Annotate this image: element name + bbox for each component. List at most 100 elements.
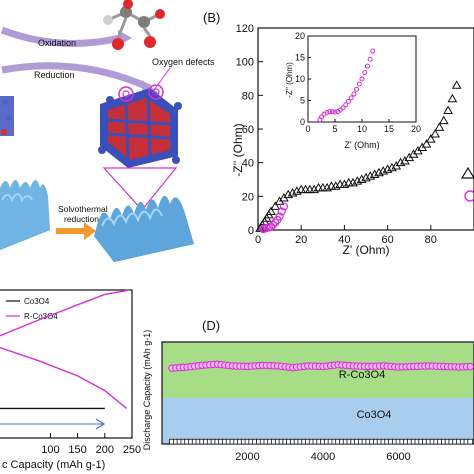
- eis-point-co3o4: [309, 184, 320, 194]
- cycle-point-r-co3o4: [466, 362, 474, 371]
- cycle-point-co3o4: [467, 438, 474, 445]
- panel-d-label: (D): [202, 318, 220, 333]
- b-xtick-label: 60: [381, 234, 393, 246]
- b-ytick-label: 80: [242, 90, 254, 102]
- legend-circle-marker: [464, 190, 474, 202]
- panel-b-ylabel: -Z'' (Ohm): [231, 123, 245, 176]
- band-label-r-co3o4: R-Co3O4: [339, 369, 385, 381]
- inset-point-r-co3o4: [324, 110, 330, 116]
- inset-ytick-label: 10: [295, 74, 305, 84]
- eis-point-co3o4: [374, 167, 384, 177]
- b-ytick-label: 40: [242, 158, 254, 170]
- d-xtick-label: 2000: [235, 451, 259, 463]
- eis-point-r-co3o4: [279, 202, 289, 211]
- eis-point-co3o4: [266, 206, 276, 215]
- panel-c-xlabel: c Capacity (mAh g-1): [2, 459, 105, 471]
- oxygen-defect-marker-2: [148, 84, 164, 100]
- inset-point-r-co3o4: [362, 70, 368, 76]
- eis-point-co3o4: [356, 174, 367, 183]
- panel-c-ticks: 100 150 200 250: [41, 433, 141, 456]
- eis-point-co3o4: [270, 201, 281, 210]
- c-xtick-label: 100: [41, 444, 59, 456]
- inset-point-r-co3o4: [329, 109, 335, 115]
- inset-point-r-co3o4: [370, 48, 376, 54]
- inset-ticks: 0 5 10 15 20 0 5 10 15 20: [295, 31, 421, 134]
- c-xtick-label: 250: [123, 444, 141, 456]
- eis-point-co3o4: [283, 189, 294, 199]
- inset-point-r-co3o4: [319, 114, 324, 120]
- eis-point-r-co3o4: [266, 222, 276, 231]
- panel-c: Co3O4 R-Co3O4 100 150 200 250 c Capacity (m…: [0, 289, 141, 471]
- substrate-right: [94, 195, 194, 262]
- b-ytick-label: 20: [242, 191, 254, 203]
- legend-co3o4: Co3O4: [24, 297, 50, 306]
- d-xtick-label: 4000: [311, 451, 335, 463]
- eis-point-co3o4: [330, 181, 341, 190]
- inset-point-r-co3o4: [343, 102, 349, 108]
- inset-xtick-label: 5: [332, 124, 337, 134]
- reduction-arrow: [1, 62, 152, 92]
- eis-point-co3o4: [387, 162, 397, 172]
- reduction-label: Reduction: [34, 70, 75, 80]
- eis-point-co3o4: [292, 186, 302, 195]
- b-ytick-label: 100: [236, 57, 254, 69]
- eis-point-co3o4: [434, 122, 445, 131]
- c-xtick-label: 150: [68, 444, 86, 456]
- eis-point-r-co3o4: [269, 220, 278, 230]
- inset-point-r-co3o4: [354, 86, 360, 92]
- inset-series: [317, 48, 376, 123]
- b-xtick-label: 20: [295, 234, 307, 246]
- eis-point-co3o4: [369, 169, 380, 178]
- inset-xtick-label: 0: [305, 124, 310, 134]
- inset-point-r-co3o4: [351, 91, 357, 97]
- eis-point-co3o4: [443, 105, 453, 114]
- eis-point-co3o4: [395, 157, 406, 167]
- substrate-left: [0, 180, 50, 250]
- panel-b-xlabel: Z' (Ohm): [343, 243, 390, 257]
- eis-point-co3o4: [447, 93, 458, 103]
- eis-point-co3o4: [322, 182, 332, 192]
- inset-point-r-co3o4: [364, 63, 370, 69]
- inset-point-r-co3o4: [348, 95, 354, 101]
- crystal-defective: [98, 88, 182, 168]
- legend-r-co3o4: R-Co3O4: [24, 312, 58, 321]
- eis-point-co3o4: [451, 80, 462, 89]
- solvothermal-label-2: reduction: [64, 214, 99, 224]
- inset-point-r-co3o4: [356, 81, 362, 87]
- crystal-left: [0, 96, 14, 136]
- panel-b: (B) -Z'' (Ohm) Z' (Ohm) 0204060801001200…: [203, 10, 474, 257]
- b-ytick-label: 60: [242, 124, 254, 136]
- eis-point-co3o4: [421, 139, 432, 148]
- oxygen-defects-pointer: [153, 67, 171, 91]
- eis-point-r-co3o4: [271, 218, 280, 227]
- inset-point-r-co3o4: [332, 109, 338, 115]
- eis-point-co3o4: [425, 134, 436, 143]
- inset-point-r-co3o4: [367, 56, 373, 62]
- eis-point-co3o4: [361, 172, 371, 182]
- inset-ytick-label: 5: [300, 96, 305, 106]
- legend-triangle-marker: [460, 166, 474, 179]
- eis-point-co3o4: [378, 166, 389, 175]
- magnification-cone: [102, 167, 178, 211]
- eis-point-co3o4: [365, 171, 376, 180]
- inset-point-r-co3o4: [327, 109, 333, 115]
- curve-r-co3o4-charge: [0, 289, 130, 337]
- band-label-co3o4: Co3O4: [357, 409, 392, 421]
- panel-c-series: [0, 289, 130, 430]
- band-r-co3o4: [162, 342, 474, 398]
- eis-point-co3o4: [339, 179, 350, 189]
- inset-point-r-co3o4: [346, 98, 351, 104]
- inset-frame: [307, 35, 417, 123]
- panel-d: (D) R-Co3O4 Co3O4 Discharge Capacity (mA…: [142, 318, 474, 463]
- eis-point-co3o4: [382, 164, 393, 173]
- panel-a: Oxidation Reduction Oxygen defects: [0, 0, 215, 262]
- panel-b-series: [255, 80, 474, 234]
- inset-xtick-label: 20: [411, 124, 421, 134]
- eis-point-co3o4: [352, 176, 363, 185]
- inset-point-r-co3o4: [359, 76, 365, 82]
- inset-ylabel: -Z'' (Ohm): [285, 62, 294, 98]
- inset-xtick-label: 15: [384, 124, 394, 134]
- eis-point-r-co3o4: [277, 207, 286, 216]
- eis-point-co3o4: [287, 187, 298, 197]
